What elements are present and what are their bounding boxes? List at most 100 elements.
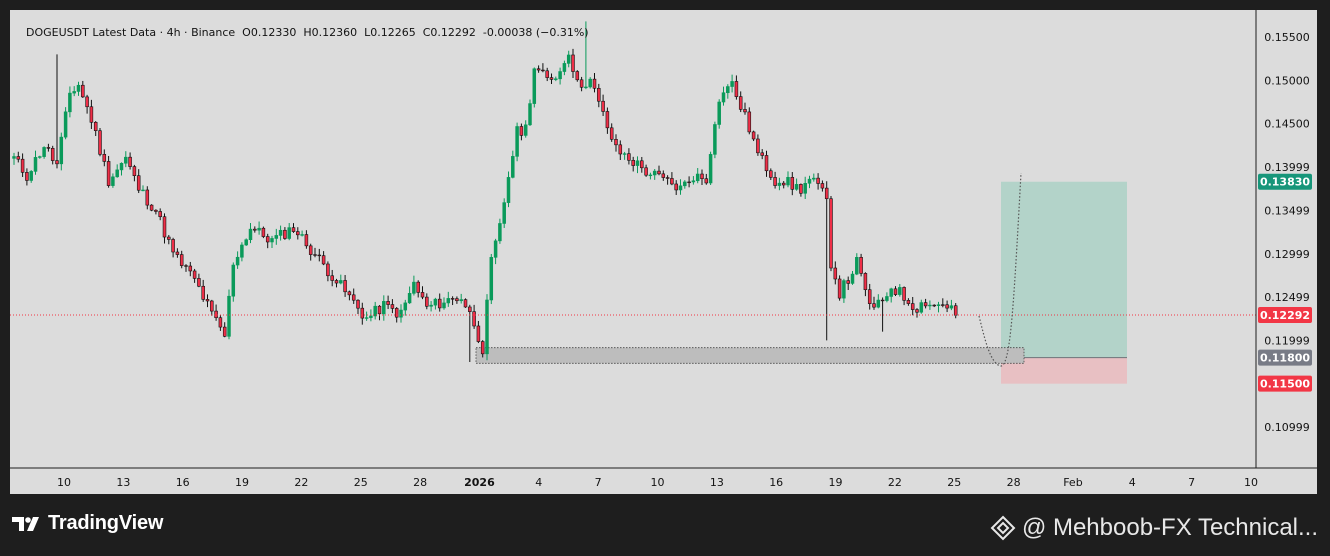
price-tick-label: 0.11999	[1264, 334, 1310, 347]
candle-body	[317, 254, 322, 257]
candle-body	[726, 86, 730, 94]
candle-body	[231, 264, 236, 297]
candle-body	[562, 63, 567, 72]
candle-body	[459, 299, 463, 302]
candle-body	[850, 273, 855, 284]
price-tick-label: 0.15500	[1264, 31, 1310, 44]
time-tick-label: 7	[595, 476, 602, 489]
candle-body	[81, 84, 85, 98]
candle-body	[747, 111, 752, 133]
candle-body	[571, 54, 575, 72]
candle-body	[661, 173, 666, 178]
profit-target-zone[interactable]	[1001, 181, 1127, 358]
candle-body	[932, 304, 936, 307]
candle-body	[68, 92, 72, 113]
price-tick-label: 0.15000	[1264, 74, 1310, 87]
chart-frame[interactable]: 0.15500 0.15000 0.14500 0.13999 0.13499 0.129…	[10, 10, 1317, 494]
candle-body	[188, 265, 193, 272]
candle-body	[356, 299, 360, 309]
candle-body	[558, 71, 562, 80]
candle-body	[889, 288, 893, 297]
symbol-name[interactable]: DOGEUSDT Latest Data	[26, 26, 157, 39]
candle-body	[515, 126, 519, 157]
tradingview-logo[interactable]: TradingView	[12, 512, 163, 535]
candle-body	[343, 280, 347, 293]
candle-body	[425, 296, 429, 307]
author-credit: @ Mehboob-FX Technical...	[990, 514, 1318, 542]
candle-body	[631, 160, 635, 166]
candle-body	[803, 182, 807, 194]
candle-body	[412, 281, 416, 294]
candle-body	[184, 265, 188, 267]
candle-body	[665, 177, 670, 179]
candle-body	[214, 310, 218, 319]
time-tick-label: 28	[1007, 476, 1021, 489]
candle-body	[278, 229, 283, 236]
candle-body	[532, 68, 537, 104]
candle-body	[893, 288, 898, 295]
header-sep-1: ·	[156, 26, 167, 39]
candle-body	[846, 280, 850, 284]
open-value: O0.12330	[242, 26, 297, 39]
time-tick-label: 10	[1244, 476, 1258, 489]
candle-body	[936, 304, 941, 306]
candle-body	[588, 78, 592, 88]
candle-body	[171, 239, 175, 253]
candle-body	[511, 156, 515, 178]
footer-bar: TradingView @ Mehboob-FX Technical...	[0, 496, 1330, 556]
price-chart[interactable]: 0.15500 0.15000 0.14500 0.13999 0.13499 0.129…	[10, 10, 1317, 494]
candle-body	[519, 126, 524, 136]
candle-body	[149, 204, 154, 211]
author-name: @ Mehboob-FX Technical...	[1021, 514, 1318, 541]
time-tick-label: 19	[829, 476, 843, 489]
stop-price-tag-label: 0.11500	[1260, 378, 1310, 391]
candle-body	[76, 84, 81, 92]
candle-body	[111, 176, 115, 186]
support-zone[interactable]	[475, 347, 1025, 364]
candle-body	[429, 304, 433, 307]
candle-body	[859, 257, 863, 274]
candle-body	[738, 96, 743, 110]
price-tick-label: 0.13999	[1264, 161, 1310, 174]
candle-body	[743, 109, 747, 113]
candle-body	[700, 173, 704, 180]
candle-body	[446, 298, 451, 304]
time-tick-label: 10	[57, 476, 71, 489]
change-value: -0.00038 (−0.31%)	[482, 26, 589, 39]
candle-body	[876, 299, 881, 308]
candle-body	[833, 267, 838, 280]
candle-body	[158, 211, 162, 218]
candle-body	[597, 87, 601, 102]
candle-body	[915, 309, 919, 313]
candle-body	[721, 92, 726, 103]
candle-body	[175, 251, 180, 255]
candle-body	[885, 296, 889, 301]
candle-body	[605, 111, 610, 129]
candle-body	[218, 317, 223, 328]
candle-body	[695, 173, 700, 182]
candle-body	[416, 281, 420, 293]
candle-body	[42, 147, 46, 157]
candle-body	[222, 326, 227, 337]
time-tick-label: 16	[769, 476, 783, 489]
candle-body	[829, 198, 833, 269]
candle-body	[115, 169, 119, 178]
candle-body	[399, 309, 403, 318]
candle-body	[945, 304, 949, 309]
candle-body	[523, 124, 528, 136]
candle-body	[433, 298, 438, 306]
candle-body	[541, 69, 545, 72]
candle-body	[326, 263, 330, 277]
candle-body	[657, 170, 661, 175]
candle-body	[618, 144, 623, 155]
candle-body	[330, 275, 334, 281]
interval-label[interactable]: 4h	[166, 26, 181, 39]
candle-body	[141, 189, 145, 192]
candle-body	[756, 138, 760, 154]
candle-body	[760, 152, 764, 156]
candle-body	[248, 228, 253, 241]
candle-body	[855, 257, 859, 275]
candle-body	[476, 325, 481, 342]
candle-body	[777, 182, 782, 186]
candle-body	[12, 156, 16, 159]
